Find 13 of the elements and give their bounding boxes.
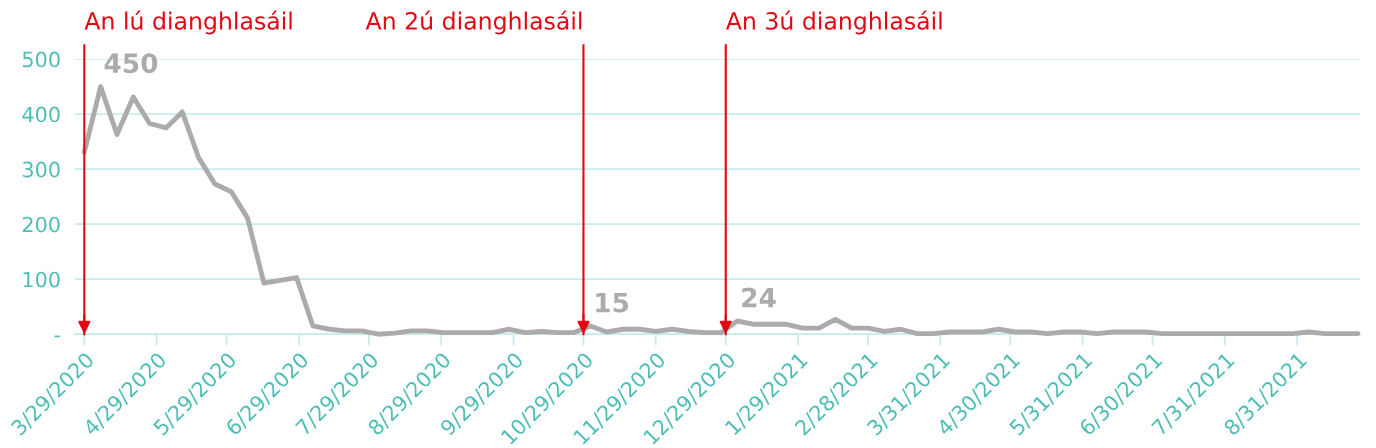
- y-tick-label: 100: [23, 271, 60, 288]
- ref-line-label: An lú dianghlasáil: [84, 10, 292, 35]
- y-tick-label: 300: [22, 161, 60, 178]
- y-tick-label: -: [54, 335, 61, 338]
- line-series: [81, 84, 1361, 337]
- ref-line-label: An 2ú dianghlasáil: [365, 10, 582, 35]
- ref-line-label: An 3ú dianghlasáil: [725, 10, 942, 35]
- annotation: 15: [596, 292, 629, 313]
- y-tick-label: 500: [22, 51, 60, 68]
- y-tick-label: 400: [22, 106, 60, 123]
- y-tick-label: 200: [22, 216, 60, 233]
- annotation: 450: [104, 53, 158, 74]
- annotation: 24: [742, 287, 776, 308]
